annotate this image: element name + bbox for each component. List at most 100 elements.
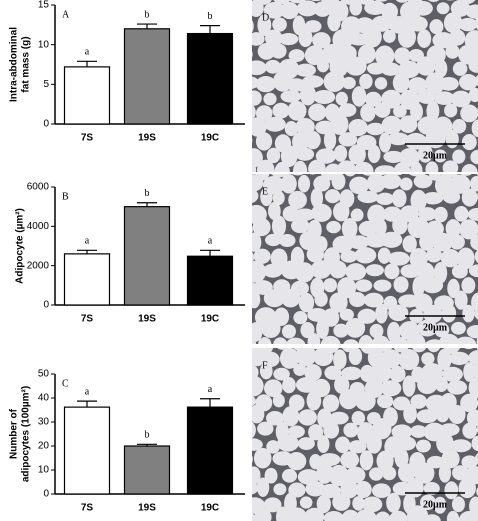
adipocyte (304, 507, 325, 521)
panel-label: B (62, 191, 69, 202)
adipocyte (304, 130, 321, 150)
error-bar (137, 23, 157, 29)
adipocyte (266, 440, 280, 454)
adipocyte (461, 277, 476, 294)
adipocyte (237, 332, 254, 349)
adipocyte (351, 411, 366, 426)
adipocyte (407, 217, 430, 239)
adipocyte (329, 292, 348, 313)
adipocyte (355, 480, 372, 499)
adipocyte (410, 394, 428, 409)
adipocyte (367, 144, 381, 164)
adipocyte (330, 113, 349, 135)
adipocyte (375, 192, 394, 206)
adipocyte (252, 90, 262, 106)
panel-label: D (262, 12, 269, 23)
y-tick-label: 20 (38, 441, 50, 452)
adipocyte (264, 116, 286, 132)
significance-letter: b (145, 9, 150, 20)
adipocyte (252, 290, 261, 309)
y-axis-label: Number of (9, 408, 20, 459)
adipocyte (466, 409, 478, 427)
error-bar (200, 25, 220, 34)
adipocyte (362, 26, 382, 48)
adipocyte (398, 349, 420, 371)
adipocyte (316, 59, 329, 73)
significance-letter: a (85, 236, 90, 247)
significance-letter: a (208, 384, 213, 395)
adipocyte (338, 103, 357, 117)
adipocyte (355, 391, 376, 411)
adipocyte (323, 511, 344, 521)
adipocyte (472, 361, 478, 380)
adipocyte (335, 436, 351, 454)
adipocyte (470, 149, 478, 165)
adipocyte (403, 403, 417, 424)
adipocyte (425, 72, 445, 95)
error-bar (200, 249, 220, 257)
adipocyte (433, 149, 447, 163)
x-tick-label: 19C (201, 133, 219, 144)
adipocyte (257, 159, 275, 172)
panel-label: E (262, 186, 268, 197)
adipocyte (459, 219, 478, 240)
adipocyte (319, 483, 341, 499)
adipocyte (450, 439, 472, 453)
adipocyte (456, 247, 475, 270)
adipocyte (343, 339, 359, 344)
adipocyte (278, 234, 296, 248)
adipocyte (273, 483, 287, 496)
adipocyte (386, 492, 401, 513)
adipocyte (280, 288, 301, 308)
adipocyte (374, 102, 391, 118)
adipocyte (333, 323, 349, 338)
adipocyte (337, 160, 356, 172)
adipocyte (442, 366, 463, 382)
y-axis-label: Intra-abdominal (9, 27, 20, 102)
adipocyte (433, 206, 448, 223)
adipocyte (252, 421, 256, 439)
y-tick-label: 0 (43, 119, 49, 130)
adipocyte (374, 165, 396, 172)
adipocyte (260, 187, 273, 207)
adipocyte (273, 307, 290, 327)
adipocyte (417, 319, 438, 337)
adipocyte (252, 322, 263, 342)
adipocyte (468, 58, 478, 74)
adipocyte (359, 450, 374, 471)
panel-label: F (262, 360, 268, 371)
adipocyte (326, 220, 341, 234)
x-tick-label: 19S (138, 133, 156, 144)
adipocyte (399, 177, 413, 191)
adipocyte (316, 494, 331, 514)
adipocyte (449, 351, 470, 366)
adipocyte (467, 207, 478, 221)
adipocyte (374, 218, 387, 236)
adipocyte (295, 348, 317, 367)
adipocyte (423, 304, 443, 324)
adipocyte (437, 348, 452, 371)
adipocyte (335, 91, 348, 106)
adipocyte (272, 190, 285, 206)
adipocyte (255, 132, 273, 151)
y-axis-label: adipocytes (100µm²) (21, 386, 32, 482)
y-axis-label: Adipocyte (µm²) (15, 208, 26, 284)
adipocyte (446, 510, 460, 521)
adipocyte (415, 439, 431, 453)
adipocyte (337, 277, 357, 299)
adipocyte (449, 234, 465, 250)
adipocyte (463, 362, 476, 382)
adipocyte (375, 303, 388, 324)
adipocyte (348, 144, 366, 165)
adipocyte (282, 406, 300, 427)
adipocyte (270, 248, 288, 269)
y-tick-label: 2000 (27, 260, 50, 271)
adipocyte (461, 455, 478, 469)
adipocyte (474, 452, 478, 465)
adipocyte (357, 308, 377, 324)
adipocyte (263, 289, 286, 308)
adipocyte (273, 337, 288, 344)
adipocyte (252, 51, 253, 58)
adipocyte (474, 249, 478, 264)
adipocyte (435, 406, 450, 423)
